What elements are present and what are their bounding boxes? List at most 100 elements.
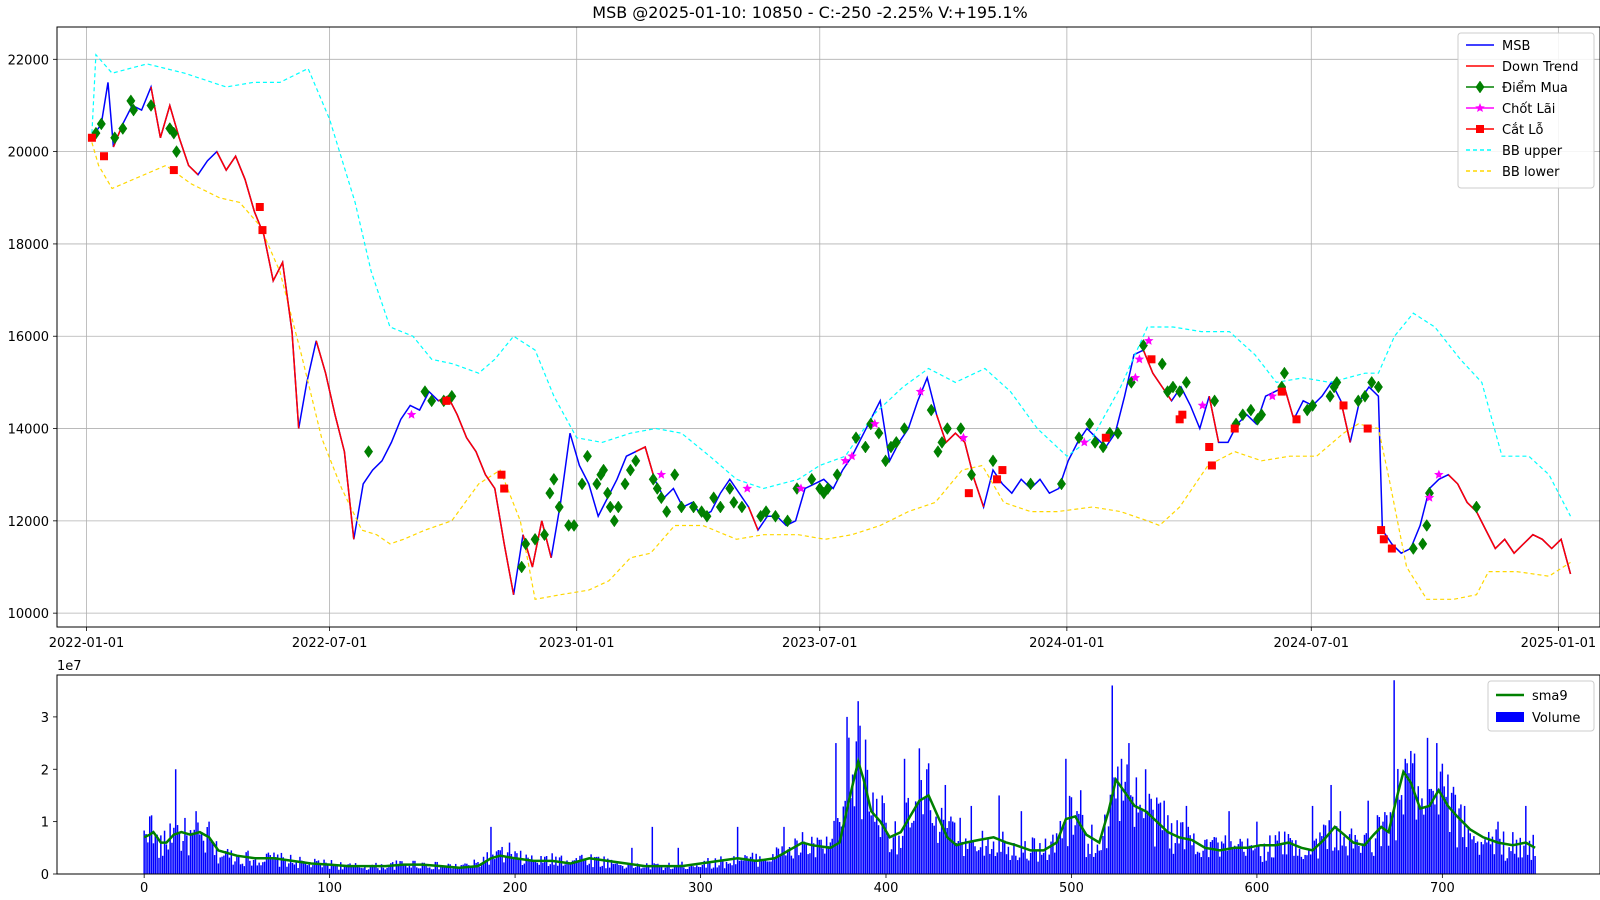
x-tick-label: 2022-01-01 bbox=[49, 636, 125, 651]
volume-bar bbox=[877, 825, 880, 874]
buy-point-marker bbox=[874, 426, 884, 440]
volume-bar bbox=[451, 868, 453, 874]
volume-bar bbox=[1525, 805, 1527, 874]
volume-bar bbox=[636, 863, 639, 874]
volume-bar bbox=[785, 855, 787, 874]
volume-bar bbox=[948, 821, 950, 874]
volume-bar bbox=[1443, 786, 1445, 874]
volume-bar bbox=[275, 857, 277, 874]
volume-bar bbox=[618, 864, 620, 874]
volume-bar bbox=[503, 862, 505, 874]
volume-bar bbox=[605, 868, 607, 874]
volume-bar bbox=[204, 852, 207, 874]
volume-bar bbox=[1493, 854, 1496, 874]
volume-bar bbox=[480, 863, 483, 874]
volume-bar bbox=[1222, 843, 1225, 874]
volume-bar bbox=[1067, 846, 1069, 874]
volume-bar bbox=[1055, 833, 1058, 874]
volume-bar bbox=[258, 862, 260, 874]
buy-point-marker bbox=[1026, 477, 1036, 491]
volume-bar bbox=[152, 843, 155, 874]
volume-bar bbox=[1280, 843, 1282, 874]
volume-bar bbox=[1031, 837, 1034, 874]
volume-bar bbox=[1044, 838, 1047, 874]
volume-bar bbox=[1413, 753, 1416, 874]
volume-bar bbox=[1363, 834, 1366, 874]
volume-bar bbox=[1057, 839, 1060, 874]
volume-bar bbox=[529, 860, 531, 874]
volume-bar bbox=[594, 856, 596, 874]
volume-bar bbox=[486, 852, 488, 874]
volume-bar bbox=[1437, 814, 1440, 874]
volume-bar bbox=[933, 825, 935, 874]
volume-bar bbox=[1454, 794, 1457, 874]
volume-bar bbox=[462, 864, 464, 874]
stop-loss-marker bbox=[1363, 424, 1372, 433]
volume-bar bbox=[671, 868, 674, 874]
volume-bar bbox=[931, 823, 934, 874]
volume-bar bbox=[944, 784, 947, 874]
volume-bar bbox=[1348, 834, 1351, 874]
volume-bar bbox=[352, 865, 355, 874]
volume-bar bbox=[1486, 842, 1488, 874]
volume-bar bbox=[714, 858, 717, 874]
volume-bar bbox=[1250, 845, 1253, 874]
volume-bar bbox=[633, 867, 635, 874]
volume-bar bbox=[1337, 850, 1340, 874]
volume-bar bbox=[1117, 766, 1119, 874]
volume-bar bbox=[1124, 781, 1126, 874]
volume-bar bbox=[1398, 799, 1401, 874]
volume-bar bbox=[1163, 800, 1165, 874]
volume-bar bbox=[334, 865, 336, 874]
volume-bar bbox=[1113, 777, 1115, 874]
volume-bar bbox=[599, 866, 602, 874]
volume-bar bbox=[1347, 855, 1349, 874]
volume-bar bbox=[796, 840, 798, 874]
volume-bar bbox=[1334, 847, 1336, 874]
volume-bar bbox=[360, 867, 362, 874]
volume-bar bbox=[490, 826, 492, 874]
volume-bar bbox=[586, 865, 589, 874]
volume-bar bbox=[749, 856, 752, 874]
volume-bar bbox=[963, 856, 965, 874]
volume-bar bbox=[1194, 854, 1197, 874]
volume-bar bbox=[1523, 845, 1525, 874]
volume-bar bbox=[710, 868, 713, 874]
buy-point-marker bbox=[631, 454, 641, 468]
volume-bar bbox=[302, 861, 305, 874]
volume-bar bbox=[759, 856, 761, 874]
buy-point-marker bbox=[1367, 375, 1377, 389]
volume-bar bbox=[495, 851, 498, 874]
volume-bar bbox=[273, 852, 275, 874]
volume-bar bbox=[709, 862, 711, 874]
volume-bar bbox=[160, 835, 162, 874]
volume-bar bbox=[688, 866, 691, 874]
volume-bar bbox=[590, 854, 592, 874]
buy-point-marker bbox=[110, 131, 120, 145]
legend-label: BB lower bbox=[1502, 165, 1560, 180]
volume-bar bbox=[532, 860, 535, 874]
buy-point-marker bbox=[1373, 380, 1383, 394]
buy-point-marker bbox=[613, 500, 623, 514]
volume-bar bbox=[464, 863, 466, 874]
volume-bar bbox=[1024, 841, 1026, 874]
volume-bar bbox=[1395, 840, 1397, 874]
volume-bar bbox=[1246, 838, 1249, 874]
volume-bar bbox=[820, 839, 822, 874]
volume-bar bbox=[753, 861, 756, 874]
buy-point-marker bbox=[1422, 519, 1432, 532]
price-grid bbox=[57, 27, 1600, 627]
volume-bar bbox=[1091, 824, 1093, 874]
volume-bar bbox=[438, 869, 440, 874]
volume-bar bbox=[375, 862, 377, 874]
volume-bar bbox=[1421, 798, 1423, 874]
volume-bar bbox=[1341, 845, 1343, 874]
buy-point-marker bbox=[715, 500, 725, 514]
buy-point-marker bbox=[702, 509, 712, 523]
volume-bar bbox=[390, 863, 392, 874]
volume-bar bbox=[278, 866, 281, 874]
volume-bar bbox=[1070, 797, 1073, 874]
volume-bar bbox=[1506, 858, 1509, 874]
volume-bar bbox=[989, 853, 991, 874]
volume-bar bbox=[453, 867, 455, 874]
